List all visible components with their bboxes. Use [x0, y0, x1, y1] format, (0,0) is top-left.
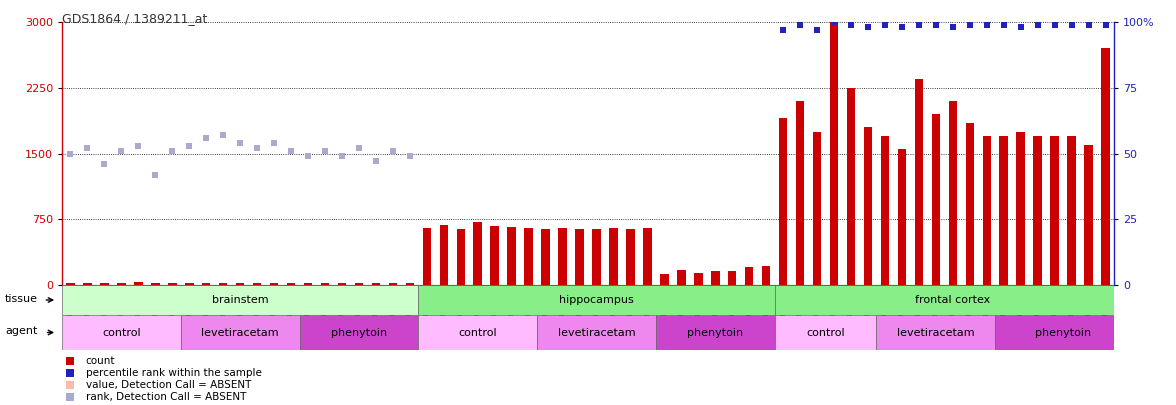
- Bar: [524, 228, 533, 285]
- Text: percentile rank within the sample: percentile rank within the sample: [86, 368, 262, 378]
- Bar: [219, 284, 227, 285]
- Bar: [388, 284, 397, 285]
- Text: tissue: tissue: [5, 294, 38, 303]
- Bar: [813, 132, 821, 285]
- Bar: [876, 315, 995, 350]
- Bar: [440, 226, 448, 285]
- Bar: [982, 136, 991, 285]
- Text: frontal cortex: frontal cortex: [915, 295, 990, 305]
- Bar: [355, 283, 363, 285]
- Bar: [744, 266, 754, 285]
- Bar: [300, 315, 419, 350]
- Bar: [372, 284, 380, 285]
- Text: control: control: [807, 328, 844, 337]
- Text: phenytoin: phenytoin: [330, 328, 387, 337]
- Bar: [419, 285, 775, 315]
- Bar: [181, 315, 300, 350]
- Bar: [1050, 136, 1058, 285]
- Bar: [915, 79, 923, 285]
- Bar: [626, 229, 635, 285]
- Bar: [134, 282, 142, 285]
- Text: value, Detection Call = ABSENT: value, Detection Call = ABSENT: [86, 380, 252, 390]
- Text: brainstem: brainstem: [212, 295, 268, 305]
- Text: levetiracetam: levetiracetam: [201, 328, 279, 337]
- Text: phenytoin: phenytoin: [1035, 328, 1091, 337]
- Bar: [775, 315, 876, 350]
- Bar: [269, 284, 279, 285]
- Bar: [694, 273, 702, 285]
- Bar: [100, 283, 108, 285]
- Bar: [66, 284, 75, 285]
- Bar: [507, 227, 516, 285]
- Bar: [422, 228, 432, 285]
- Bar: [83, 283, 92, 285]
- Bar: [728, 271, 736, 285]
- Bar: [995, 315, 1131, 350]
- Bar: [1034, 136, 1042, 285]
- Bar: [847, 88, 855, 285]
- Text: control: control: [102, 328, 141, 337]
- Bar: [949, 101, 957, 285]
- Text: levetiracetam: levetiracetam: [557, 328, 635, 337]
- Bar: [253, 283, 261, 285]
- Bar: [151, 284, 160, 285]
- Bar: [537, 315, 656, 350]
- Bar: [881, 136, 889, 285]
- Text: hippocampus: hippocampus: [559, 295, 634, 305]
- Bar: [303, 284, 313, 285]
- Bar: [1068, 136, 1076, 285]
- Bar: [796, 101, 804, 285]
- Bar: [321, 283, 329, 285]
- Bar: [656, 315, 775, 350]
- Text: rank, Detection Call = ABSENT: rank, Detection Call = ABSENT: [86, 392, 246, 402]
- Bar: [490, 226, 499, 285]
- Bar: [1000, 136, 1008, 285]
- Text: control: control: [459, 328, 497, 337]
- Bar: [62, 285, 419, 315]
- Text: GDS1864 / 1389211_at: GDS1864 / 1389211_at: [62, 12, 207, 25]
- Bar: [863, 127, 873, 285]
- Bar: [779, 118, 788, 285]
- Bar: [185, 283, 194, 285]
- Bar: [456, 229, 465, 285]
- Bar: [575, 229, 583, 285]
- Bar: [419, 315, 537, 350]
- Bar: [168, 283, 176, 285]
- Bar: [711, 271, 720, 285]
- Bar: [609, 228, 617, 285]
- Bar: [897, 149, 907, 285]
- Text: phenytoin: phenytoin: [687, 328, 743, 337]
- Bar: [1084, 145, 1093, 285]
- Bar: [406, 284, 414, 285]
- Bar: [236, 283, 245, 285]
- Bar: [677, 270, 686, 285]
- Bar: [965, 123, 974, 285]
- Bar: [643, 228, 652, 285]
- Bar: [474, 222, 482, 285]
- Bar: [338, 284, 346, 285]
- Bar: [593, 229, 601, 285]
- Bar: [762, 266, 770, 285]
- Bar: [1101, 48, 1110, 285]
- Bar: [118, 283, 126, 285]
- Bar: [830, 17, 838, 285]
- Bar: [660, 274, 669, 285]
- Bar: [541, 229, 550, 285]
- Bar: [287, 284, 295, 285]
- Bar: [1016, 132, 1025, 285]
- Bar: [775, 285, 1131, 315]
- Bar: [202, 283, 211, 285]
- Bar: [62, 315, 181, 350]
- Text: levetiracetam: levetiracetam: [897, 328, 975, 337]
- Bar: [931, 114, 940, 285]
- Text: agent: agent: [5, 326, 38, 336]
- Text: count: count: [86, 356, 115, 366]
- Bar: [559, 228, 567, 285]
